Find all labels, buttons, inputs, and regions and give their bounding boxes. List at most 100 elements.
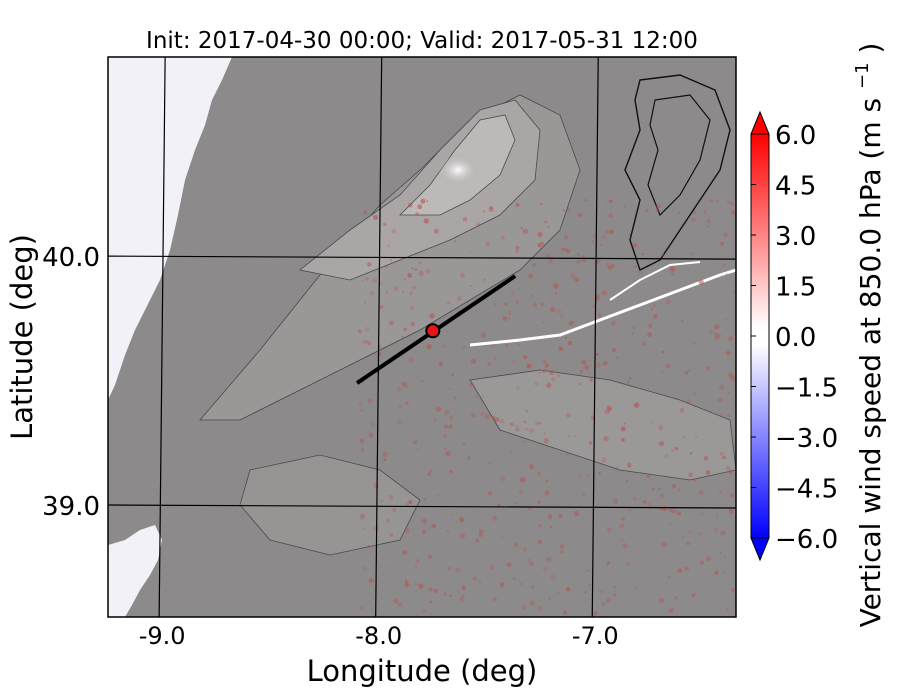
wind-speckle [553, 283, 559, 289]
wind-speckle [488, 206, 494, 213]
wind-speckle [489, 564, 494, 570]
wind-speckle [621, 539, 624, 542]
wind-speckle [595, 294, 601, 300]
wind-speckle [457, 590, 460, 593]
wind-speckle [719, 413, 722, 416]
wind-speckle [513, 577, 516, 580]
wind-speckle [626, 562, 630, 566]
wind-speckle [641, 252, 645, 256]
wind-speckle [707, 225, 710, 228]
colorbar-tick-label-4: 0.0 [775, 323, 816, 353]
wind-speckle [634, 265, 637, 268]
wind-speckle [564, 234, 569, 240]
wind-speckle [545, 253, 551, 259]
terrain-peak [436, 154, 480, 186]
wind-speckle [659, 441, 665, 447]
wind-speckle [426, 200, 429, 203]
wind-speckle [691, 217, 696, 222]
wind-speckle [592, 610, 598, 616]
wind-speckle [500, 476, 506, 482]
wind-speckle [586, 569, 589, 572]
wind-speckle [609, 229, 614, 234]
colorbar-tick-label-5: −1.5 [775, 374, 838, 404]
wind-speckle [391, 507, 397, 512]
wind-speckle [411, 266, 414, 270]
wind-speckle [417, 204, 423, 210]
wind-speckle [600, 590, 604, 593]
wind-speckle [671, 509, 677, 514]
wind-speckle [727, 414, 731, 418]
wind-speckle [449, 594, 452, 597]
x-axis-ticks: -9.0 -8.0 -7.0 [139, 622, 619, 650]
wind-speckle [501, 235, 505, 240]
chart-title: Init: 2017-04-30 00:00; Valid: 2017-05-3… [146, 28, 698, 54]
wind-speckle [489, 206, 493, 210]
wind-speckle [727, 391, 730, 394]
wind-speckle [364, 277, 369, 281]
wind-speckle [678, 211, 681, 215]
wind-speckle [460, 594, 466, 600]
wind-speckle [717, 397, 723, 403]
terrain-band-south [469, 369, 736, 481]
wind-speckle [373, 482, 379, 489]
wind-speckle [368, 578, 374, 584]
wind-speckle [584, 365, 590, 370]
wind-speckle [544, 220, 548, 224]
wind-speckle [362, 339, 367, 345]
colorbar-tick-label-7: −4.5 [775, 475, 838, 505]
sea-region [108, 57, 232, 400]
wind-speckle [727, 372, 733, 378]
wind-speckle [608, 199, 612, 204]
wind-speckle [431, 524, 435, 529]
wind-speckle [642, 341, 647, 346]
wind-speckle [731, 210, 736, 216]
wind-speckle [462, 442, 466, 446]
wind-speckle [540, 302, 544, 307]
wind-speckle [480, 332, 487, 339]
wind-speckle [730, 202, 733, 206]
wind-speckle [626, 479, 629, 483]
wind-speckle [688, 531, 692, 534]
wind-speckle [373, 214, 379, 220]
wind-speckle [448, 424, 453, 429]
wind-speckle [692, 342, 696, 345]
wind-speckle [545, 363, 549, 368]
wind-speckle [433, 524, 436, 528]
wind-speckle [478, 580, 482, 584]
wind-speckle [393, 598, 399, 604]
wind-speckle [714, 332, 718, 336]
wind-speckle [425, 268, 431, 274]
wind-speckle [607, 407, 612, 412]
wind-speckle [567, 340, 573, 346]
wind-speckle [421, 518, 427, 524]
wind-speckle [417, 448, 420, 451]
wind-speckle [661, 350, 665, 354]
wind-speckle [668, 508, 673, 512]
wind-speckle [421, 529, 426, 534]
wind-speckle [601, 457, 607, 463]
wind-speckle [700, 512, 704, 516]
wind-speckle [719, 551, 722, 555]
wind-speckle [426, 343, 432, 350]
wind-speckle [387, 566, 391, 569]
wind-speckle [689, 452, 693, 455]
wind-speckle [523, 547, 527, 552]
wind-speckle [409, 305, 414, 310]
wind-speckle [436, 494, 439, 497]
wind-speckle [403, 277, 407, 281]
wind-speckle [728, 469, 733, 474]
wind-speckle [443, 592, 448, 596]
wind-speckle [579, 382, 582, 386]
wind-speckle [372, 277, 378, 283]
wind-speckle [547, 225, 550, 229]
wind-speckle [388, 494, 394, 500]
wind-speckle [363, 566, 367, 571]
colorbar-tick-label-2: 3.0 [775, 222, 816, 252]
wind-speckle [396, 418, 402, 425]
wind-speckle [442, 344, 446, 348]
wind-speckle [444, 447, 447, 450]
wind-speckle [717, 333, 721, 338]
wind-speckle [494, 357, 497, 360]
wind-speckle [510, 422, 514, 426]
wind-speckle [488, 461, 491, 465]
